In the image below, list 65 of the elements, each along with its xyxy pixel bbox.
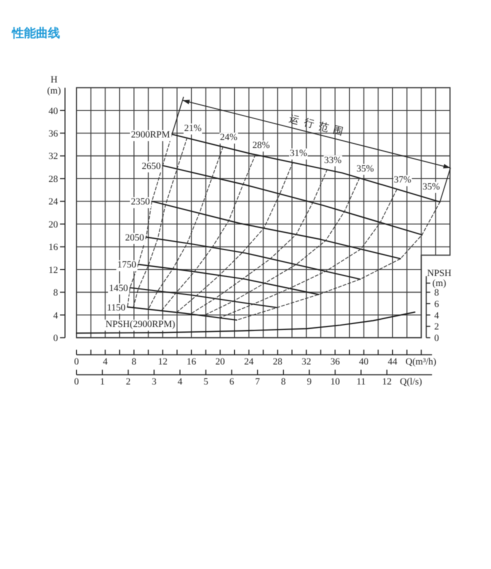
x-axis-tick-label: 20: [215, 358, 225, 368]
y-axis-title: H: [50, 76, 58, 86]
y-tick-label: 32: [48, 152, 58, 162]
series-label: 2650: [142, 162, 161, 172]
x-axis-tick-label: 4: [102, 358, 108, 368]
y-axis-title: (m): [47, 86, 61, 97]
y-tick-label: 0: [53, 334, 58, 344]
x-axis-tick-label: 32: [302, 358, 312, 368]
x-axis-title: Q(m³/h): [406, 358, 436, 368]
y2-tick-label: 2: [434, 322, 440, 333]
series-label: 1150: [106, 303, 126, 314]
series-label: 21%: [184, 124, 202, 134]
x2-axis-tick-label: 6: [229, 378, 234, 388]
y2-tick-label: 0: [434, 334, 440, 344]
x-axis-tick-label: 40: [359, 358, 369, 368]
x-axis-tick-label: 36: [330, 358, 340, 368]
x2-axis-tick-label: 0: [74, 378, 79, 388]
series-label: 2900RPM: [130, 130, 170, 141]
x2-axis-tick-label: 11: [356, 378, 366, 388]
y2-tick-label: 6: [434, 300, 440, 310]
y-tick-label: 4: [53, 311, 58, 322]
y-tick-label: 36: [48, 129, 58, 140]
x2-axis-tick-label: 9: [306, 378, 312, 388]
x2-axis-title: Q(l/s): [400, 378, 422, 388]
series-label: 37%: [394, 176, 412, 186]
title: 性能曲线: [12, 26, 60, 40]
x-axis-tick-label: 12: [158, 358, 168, 368]
y-tick-label: 28: [48, 174, 58, 185]
x2-axis-tick-label: 3: [152, 378, 156, 388]
series-label: 2350: [130, 198, 150, 208]
x-axis-tick-label: 16: [186, 358, 196, 368]
series-label: 31%: [290, 149, 308, 159]
x2-axis-tick-label: 5: [203, 378, 208, 388]
series-label: 2050: [125, 233, 144, 244]
y-tick-label: 8: [53, 288, 58, 299]
x2-axis-tick-label: 7: [255, 378, 260, 388]
x2-axis-tick-label: 8: [281, 378, 286, 388]
series-label: 33%: [324, 156, 342, 166]
x-axis-tick-label: 24: [244, 358, 254, 368]
annotation: 运行范围: [288, 114, 349, 140]
series-label: 1750: [117, 260, 136, 271]
x-axis-tick-label: 0: [74, 358, 79, 368]
series-label: 24%: [220, 133, 238, 144]
y-tick-label: 12: [48, 266, 58, 276]
x2-axis-tick-label: 1: [100, 378, 105, 388]
x2-axis-tick-label: 4: [178, 378, 182, 388]
y2-axis-title: NPSH: [427, 269, 452, 280]
x-axis-tick-label: 44: [388, 358, 398, 368]
x2-axis-tick-label: 10: [330, 378, 340, 388]
series-label: 28%: [252, 141, 270, 152]
series-label: 35%: [356, 164, 374, 174]
x2-axis-tick-label: 2: [126, 378, 131, 388]
y2-axis-title: (m): [432, 279, 446, 290]
y-tick-label: 40: [48, 106, 58, 117]
y-tick-label: 16: [48, 243, 58, 254]
y2-tick-label: 8: [434, 288, 440, 299]
series-label: 35%: [422, 182, 440, 192]
y-tick-label: 20: [48, 220, 58, 230]
series-label: NPSH(2900RPM): [106, 320, 176, 330]
y-tick-label: 24: [48, 198, 58, 208]
x-axis-tick-label: 28: [272, 358, 282, 368]
x-axis-tick-label: 8: [132, 358, 136, 368]
y2-tick-label: 4: [434, 311, 440, 322]
x2-axis-tick-label: 12: [382, 378, 392, 388]
series-label: 1450: [109, 284, 128, 294]
